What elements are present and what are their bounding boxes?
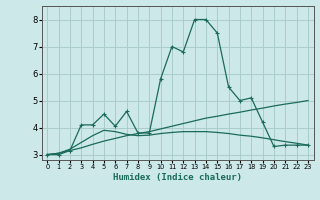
X-axis label: Humidex (Indice chaleur): Humidex (Indice chaleur) [113, 173, 242, 182]
